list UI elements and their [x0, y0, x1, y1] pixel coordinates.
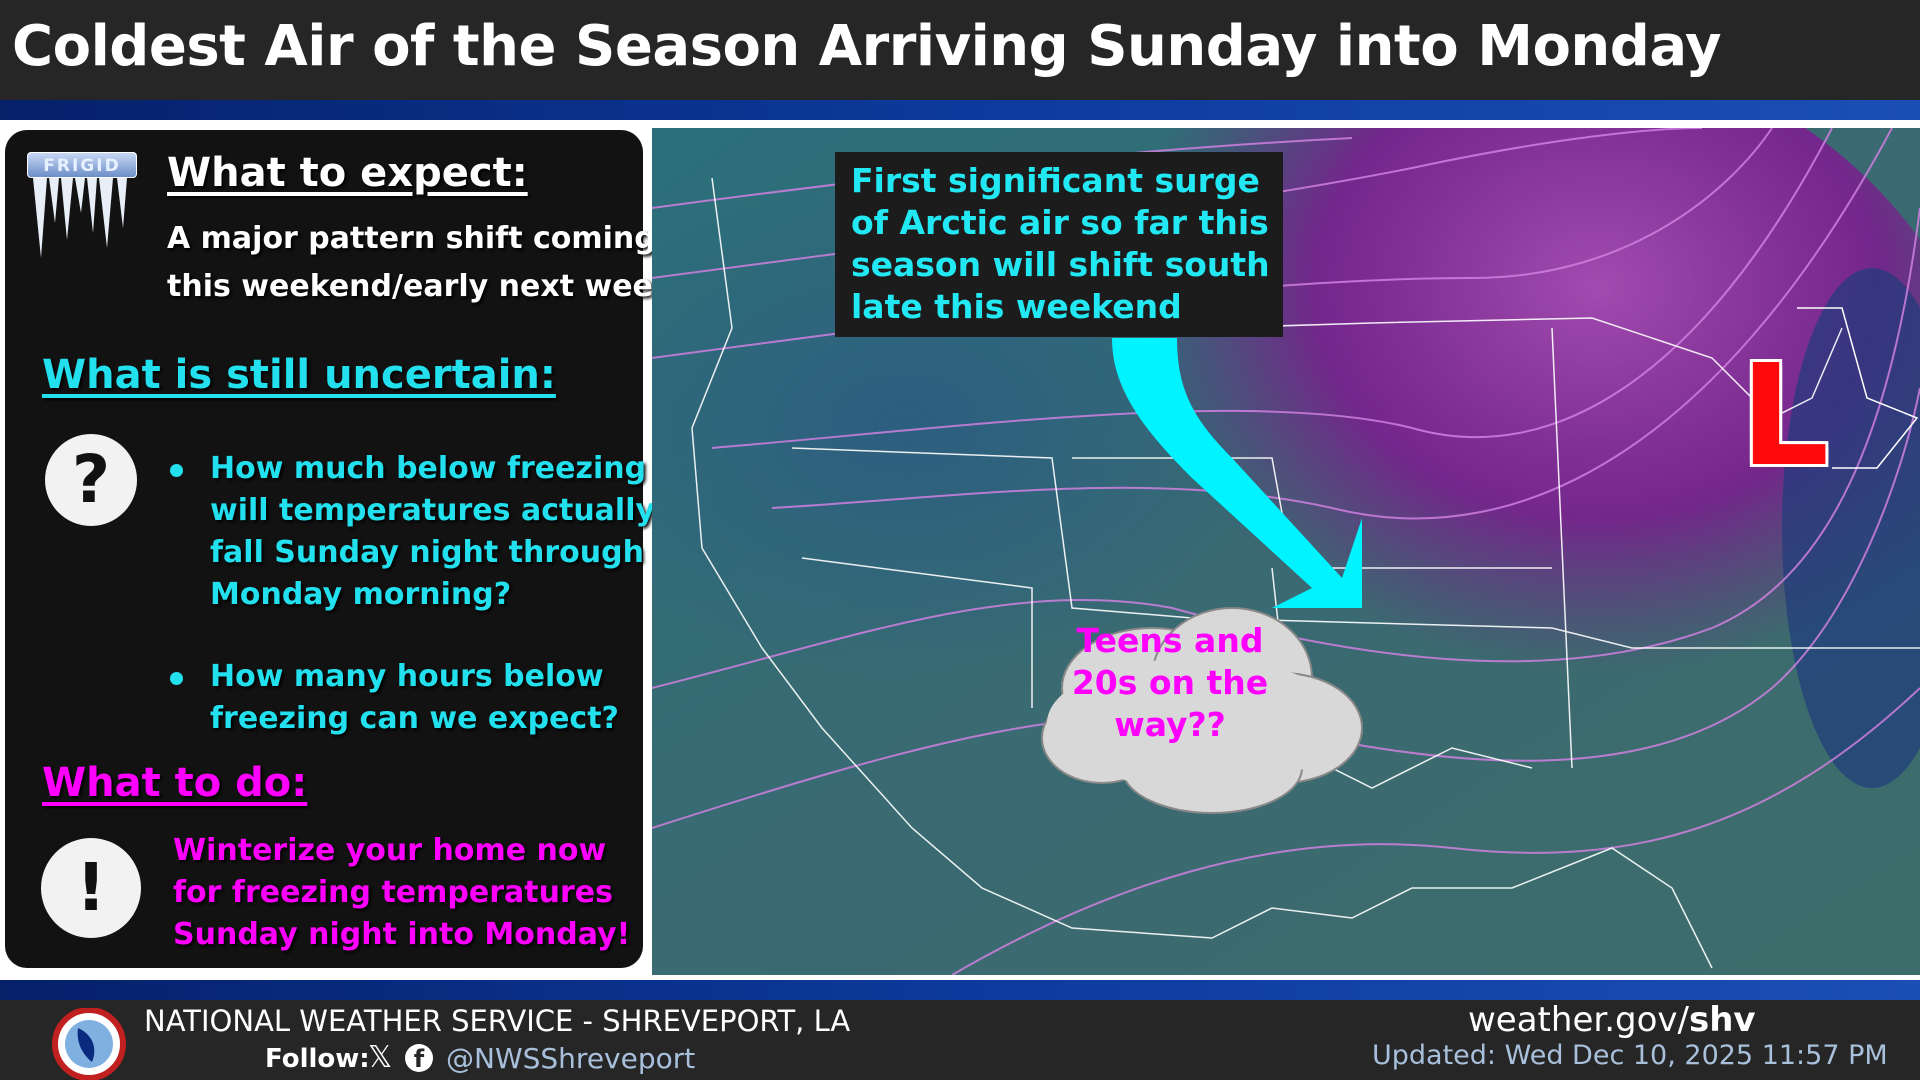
exclamation-icon: !: [41, 838, 141, 938]
todo-heading: What to do:: [42, 760, 308, 806]
bullet-text: How much below freezing will temperature…: [210, 451, 656, 612]
cloud-icon: [1041, 607, 1363, 814]
top-stripe: [0, 100, 1920, 120]
bullet: [170, 464, 183, 477]
low-pressure-label: L: [1740, 335, 1830, 498]
updated-timestamp: Updated: Wed Dec 10, 2025 11:57 PM: [1372, 1040, 1888, 1071]
follow-label: Follow:: [265, 1044, 370, 1074]
office-name: NATIONAL WEATHER SERVICE - SHREVEPORT, L…: [144, 1004, 851, 1038]
title-bar: Coldest Air of the Season Arriving Sunda…: [0, 0, 1920, 100]
info-panel: FRIGID What to expect: A major pattern s…: [5, 130, 673, 968]
footer: NATIONAL WEATHER SERVICE - SHREVEPORT, L…: [0, 1000, 1920, 1080]
todo-text: Winterize your home now for freezing tem…: [173, 833, 631, 952]
website-link[interactable]: weather.gov/shv: [1468, 1000, 1756, 1040]
page-title: Coldest Air of the Season Arriving Sunda…: [12, 14, 1721, 79]
social-handle[interactable]: @NWSShreveport: [446, 1042, 696, 1075]
bottom-stripe: [0, 980, 1920, 1000]
nws-logo-icon: [52, 1008, 126, 1080]
question-mark-icon: ?: [45, 434, 137, 526]
cold-air-arrow-icon: [1112, 338, 1362, 608]
expect-line: A major pattern shift coming: [167, 221, 656, 256]
uncertain-heading: What is still uncertain:: [42, 352, 556, 398]
bullet: [170, 672, 183, 685]
icicles-icon: [33, 178, 127, 258]
expect-line: this weekend/early next week: [167, 269, 673, 304]
expect-heading: What to expect:: [167, 150, 528, 196]
arctic-air-callout: First significant surge of Arctic air so…: [835, 152, 1283, 337]
x-icon[interactable]: 𝕏: [368, 1040, 393, 1075]
facebook-icon[interactable]: f: [405, 1044, 433, 1073]
cloud-label: Teens and 20s on the way??: [1071, 621, 1269, 744]
frigid-logo: FRIGID: [27, 152, 137, 262]
bullet-text: How many hours below freezing can we exp…: [210, 659, 619, 736]
